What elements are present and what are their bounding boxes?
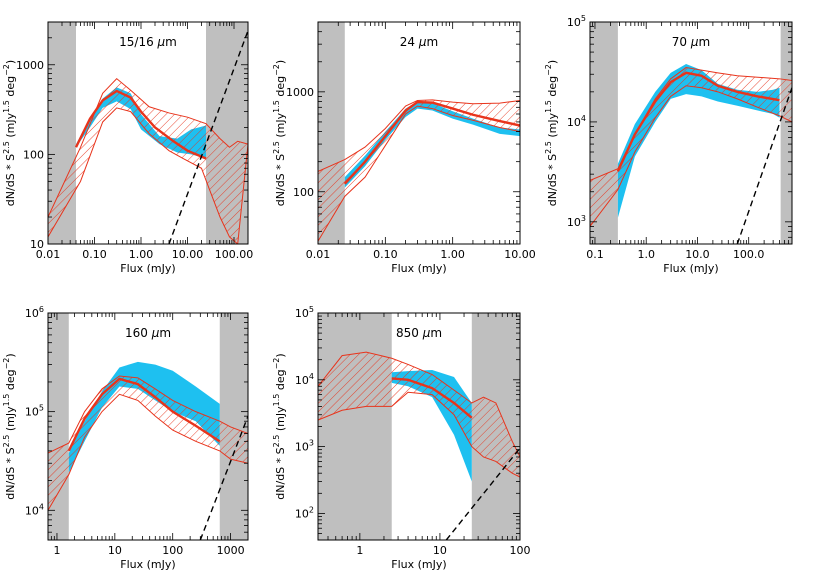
panel-title: 24 μm — [400, 35, 438, 49]
x-tick-label: 1000 — [217, 544, 245, 557]
x-tick-label: 1.00 — [440, 248, 465, 261]
y-tick-label: 106 — [25, 305, 44, 320]
plot-area — [48, 313, 248, 540]
plot-area — [590, 22, 792, 244]
dashed-line — [168, 30, 248, 244]
dashed-line — [736, 87, 792, 244]
x-tick-label: 0.10 — [82, 248, 107, 261]
x-tick-label: 10.00 — [504, 248, 536, 261]
x-axis-label: Flux (mJy) — [663, 262, 718, 275]
y-tick-label: 105 — [295, 305, 314, 320]
plot-area — [318, 22, 520, 244]
y-tick-label: 104 — [295, 372, 314, 387]
y-axis-label: dN/dS * S2.5 (mJy1.5 deg−2) — [2, 60, 17, 206]
shaded-region — [318, 313, 392, 540]
x-tick-label: 100.0 — [733, 248, 765, 261]
y-tick-label: 100 — [293, 186, 314, 199]
chart-panel-1: 0.01 0.10 1.00 10.00 100.00 10 100 1000 Flux (mJ… — [2, 21, 254, 275]
model-line — [343, 100, 520, 185]
y-axis-label: dN/dS * S2.5 (mJy1.5 deg−2) — [272, 353, 287, 499]
y-tick-label: 1000 — [16, 59, 44, 72]
x-tick-label: 10 — [433, 544, 447, 557]
shaded-region — [48, 313, 69, 540]
blue-band — [344, 101, 520, 188]
hatched-band — [318, 99, 520, 243]
panel-title: 70 μm — [672, 35, 710, 49]
x-axis-label: Flux (mJy) — [120, 558, 175, 571]
x-tick-label: 0.01 — [36, 248, 61, 261]
y-tick-label: 105 — [25, 404, 44, 419]
y-axis-label: dN/dS * S2.5 (mJy1.5 deg−2) — [2, 353, 17, 499]
axes-frame — [589, 21, 793, 245]
x-tick-label: 10 — [108, 544, 122, 557]
hatched-band — [590, 67, 792, 228]
x-tick-label: 10.00 — [172, 248, 204, 261]
x-tick-label: 1 — [53, 544, 60, 557]
axes-frame — [317, 21, 521, 245]
model-line — [391, 377, 473, 419]
y-tick-label: 102 — [295, 505, 314, 520]
hatched-band — [318, 351, 520, 478]
y-tick-label: 10 — [30, 238, 44, 251]
y-tick-label: 104 — [567, 114, 586, 129]
x-tick-label: 100 — [162, 544, 183, 557]
y-axis-label: dN/dS * S2.5 (mJy1.5 deg−2) — [544, 60, 559, 206]
chart-panel-5: 1 10 100 102 103 104 105 Flux (mJy) dN/dS * S2.5… — [272, 305, 531, 571]
x-tick-label: 0.1 — [586, 248, 604, 261]
panel-title: 850 μm — [396, 326, 442, 340]
model-line — [74, 89, 207, 160]
x-tick-label: 1 — [356, 544, 363, 557]
plot-area — [48, 22, 248, 244]
axes-frame — [47, 312, 249, 541]
model-line — [616, 71, 780, 172]
chart-panel-4: 1 10 100 1000 104 105 106 Flux (mJy) dN/dS * S2.… — [2, 305, 249, 571]
model-line — [67, 377, 221, 452]
x-tick-label: 1.00 — [129, 248, 154, 261]
x-tick-label: 0.10 — [373, 248, 398, 261]
x-tick-label: 100 — [510, 544, 531, 557]
x-tick-label: 0.01 — [306, 248, 331, 261]
chart-panel-2: 0.01 0.10 1.00 10.00 100 1000 Flux (mJy) dN/dS … — [272, 21, 536, 275]
x-tick-label: 1.0 — [637, 248, 655, 261]
y-tick-label: 1000 — [286, 86, 314, 99]
x-axis-label: Flux (mJy) — [120, 262, 175, 275]
chart-panel-3: 0.1 1.0 10.0 100.0 103 104 105 Flux (mJy) dN/dS … — [544, 14, 793, 275]
y-tick-label: 103 — [295, 439, 314, 454]
panel-title: 160 μm — [125, 326, 171, 340]
y-tick-label: 105 — [567, 14, 586, 29]
x-axis-label: Flux (mJy) — [391, 262, 446, 275]
y-tick-label: 100 — [23, 148, 44, 161]
x-tick-label: 10.0 — [685, 248, 710, 261]
plot-area — [318, 313, 520, 540]
hatched-band — [48, 77, 248, 244]
panel-title: 15/16 μm — [119, 35, 177, 49]
x-axis-label: Flux (mJy) — [391, 558, 446, 571]
x-tick-label: 100.00 — [215, 248, 254, 261]
y-tick-label: 104 — [25, 502, 44, 517]
y-axis-label: dN/dS * S2.5 (mJy1.5 deg−2) — [272, 60, 287, 206]
shaded-region — [780, 22, 792, 244]
axes-frame — [47, 21, 249, 245]
y-tick-label: 103 — [567, 214, 586, 229]
hatched-band — [48, 375, 248, 512]
dashed-line — [199, 415, 248, 540]
